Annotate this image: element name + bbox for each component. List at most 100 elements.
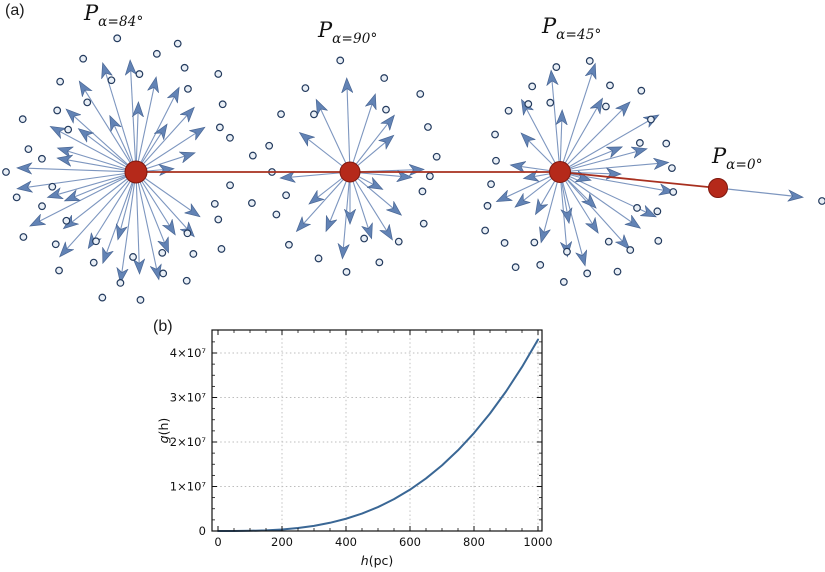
proper-motion-arrow (349, 171, 371, 237)
proper-motion-arrow (349, 117, 393, 173)
field-star-dot (182, 276, 191, 285)
field-star-dot (511, 263, 520, 272)
field-star-dot (158, 248, 167, 257)
field-star-dot (18, 115, 27, 124)
field-star-dot (662, 139, 671, 148)
field-star-dot (546, 98, 555, 107)
proper-motion-arrow (68, 110, 137, 173)
pulsar-dot (124, 160, 148, 184)
proper-motion-arrow (135, 171, 198, 216)
point-label-alpha-45: Pα=45° (542, 14, 602, 43)
point-label-alpha-0: Pα=0° (712, 144, 763, 173)
field-star-dot (248, 199, 256, 207)
field-star-dot (79, 54, 88, 63)
field-star-dot (265, 141, 274, 150)
field-star-dot (491, 130, 499, 139)
field-star-dot (92, 237, 100, 246)
point-label-subscript: α=90° (332, 31, 378, 47)
field-star-dot (552, 63, 561, 71)
field-star-dot (626, 246, 635, 254)
proper-motion-arrow (66, 171, 137, 200)
y-tick-label: 3×10⁷ (170, 391, 207, 405)
proper-motion-arrow (498, 171, 561, 201)
panel-b-tag: (b) (153, 318, 173, 335)
proper-motion-arrow (559, 116, 657, 173)
proper-motion-arrow (317, 101, 351, 173)
x-tick-label: 1000 (523, 535, 552, 549)
field-star-dot (38, 154, 46, 163)
field-star-dot (55, 266, 63, 275)
field-star-dot (152, 49, 161, 58)
field-star-dot (53, 106, 62, 115)
field-star-dot (51, 240, 60, 249)
field-star-dot (301, 84, 310, 93)
field-star-dot (647, 115, 655, 124)
proper-motion-arrow (80, 130, 137, 173)
field-star-dot (64, 125, 73, 134)
field-star-dot (217, 245, 226, 253)
plot-frame (211, 329, 543, 532)
point-label-alpha-84: Pα=84° (84, 1, 144, 30)
field-star-dot (637, 86, 646, 95)
proper-motion-arrow (59, 158, 137, 173)
proper-motion-arrow (136, 171, 139, 272)
proper-motion-arrow (559, 163, 667, 173)
field-star-dot (214, 215, 223, 224)
field-star-dot (226, 181, 234, 190)
field-star-dot (310, 110, 318, 119)
endpoint-motion-arrow (717, 187, 801, 197)
field-star-dot (500, 239, 509, 247)
pulsar-dot (339, 161, 361, 183)
field-star-dot (184, 84, 192, 93)
field-star-dot (113, 34, 122, 43)
proper-motion-arrow (559, 171, 639, 227)
y-tick-label: 4×10⁷ (170, 346, 207, 360)
starburst (265, 56, 441, 276)
field-star-dot (585, 57, 594, 65)
proper-motion-arrow (559, 171, 628, 248)
field-star-dot (214, 70, 223, 78)
proper-motion-arrow (135, 89, 178, 173)
trajectory-line (136, 171, 719, 189)
field-star-dot (613, 267, 622, 276)
proper-motion-arrow (19, 168, 137, 172)
proper-motion-arrow (559, 100, 602, 173)
curve-g-of-h (217, 338, 539, 532)
point-label-symbol: P (84, 1, 99, 25)
proper-motion-arrow (61, 171, 137, 255)
field-star-dot (559, 278, 568, 286)
x-tick-label: 400 (335, 535, 357, 549)
field-star-dot (336, 56, 345, 65)
proper-motion-arrow (559, 149, 645, 173)
panel-a-tag: (a) (5, 2, 25, 19)
x-tick-label: 800 (463, 535, 485, 549)
field-star-dot (375, 258, 384, 267)
field-star-dot (424, 123, 432, 131)
field-star-dot (530, 238, 539, 247)
field-star-dot (83, 98, 92, 107)
y-tick-label: 0 (199, 524, 206, 538)
field-star-dot (432, 152, 441, 161)
field-star-dot (654, 236, 663, 245)
x-tick-label: 200 (271, 535, 293, 549)
point-label-symbol: P (318, 18, 333, 42)
field-star-dot (487, 180, 495, 189)
field-star-dot (189, 250, 198, 258)
field-star-dot (285, 240, 293, 249)
proper-motion-arrow (298, 171, 351, 230)
field-star-dot (536, 261, 545, 269)
x-axis-label: h(pc) (361, 553, 394, 568)
proper-motion-arrow (349, 171, 391, 238)
field-star-dot (524, 100, 533, 108)
point-label-subscript: α=0° (726, 157, 763, 173)
field-star-dot (492, 156, 500, 165)
field-star-dot (583, 269, 592, 278)
proper-motion-arrow (65, 171, 137, 227)
pulsar-dot (549, 161, 571, 183)
field-star-dot (382, 105, 390, 114)
field-star-dot (210, 199, 219, 208)
field-star-dot (669, 188, 678, 196)
point-label-subscript: α=45° (556, 27, 602, 43)
